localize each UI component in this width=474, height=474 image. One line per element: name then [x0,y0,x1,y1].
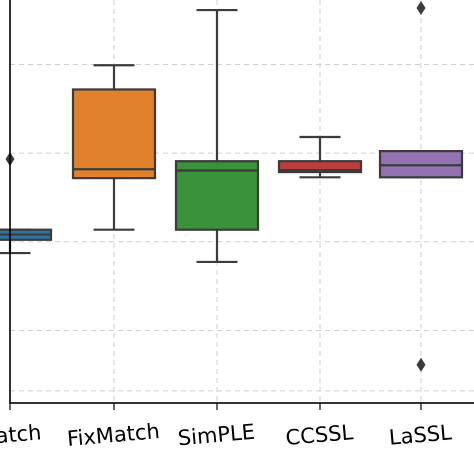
x-tick-label-ccssl: CCSSL [285,420,355,450]
box-lassl [378,1,464,372]
x-tick-label-flexmatch: Match [0,420,42,449]
box-ccssl [277,135,363,179]
box-fixmatch [71,64,157,231]
x-axis-tick-labels: Match FixMatch SimPLE CCSSL LaSSL [0,419,453,451]
fixmatch-iqr-box [71,88,157,180]
ccssl-iqr-box [277,160,363,174]
x-tick-label-simple: SimPLE [177,420,256,451]
lassl-outlier-0 [416,1,426,16]
lassl-outlier-1 [416,357,426,372]
x-tick-label-fixmatch: FixMatch [66,419,161,451]
plot-frame [9,0,474,404]
x-tick-label-lassl: LaSSL [388,420,453,449]
box-flexmatch [0,152,53,255]
box-simple [174,8,260,264]
box-series [0,1,464,372]
x-axis-ticks [9,403,422,410]
simple-iqr-box [174,160,260,231]
